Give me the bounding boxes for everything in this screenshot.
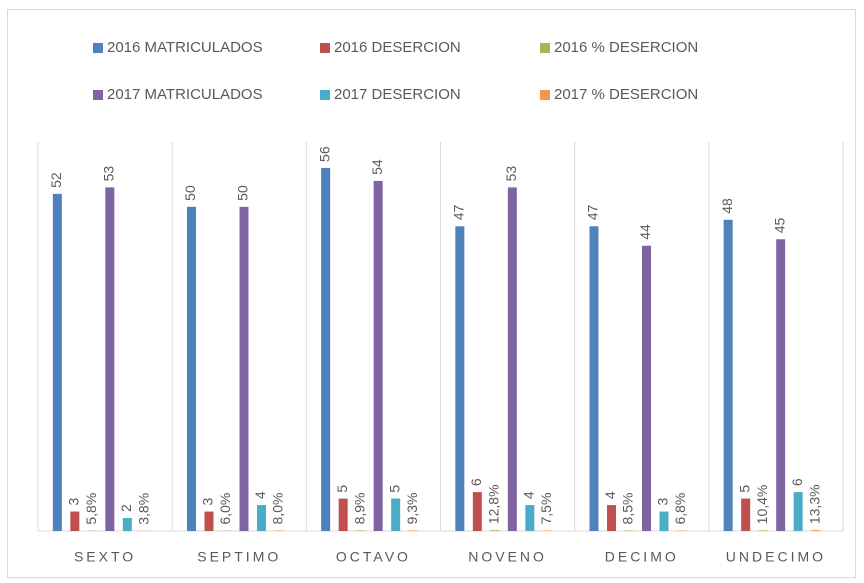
data-label: 6,8% <box>672 493 688 525</box>
data-label: 47 <box>451 204 467 220</box>
data-label: 47 <box>585 204 601 220</box>
data-label: 8,0% <box>270 493 286 525</box>
bar <box>321 167 331 531</box>
x-tick-label: SEXTO <box>74 549 136 565</box>
data-label: 10,4% <box>754 485 770 525</box>
data-label: 12,8% <box>486 484 502 524</box>
data-label: 8,5% <box>620 493 636 525</box>
data-label: 4 <box>252 491 268 499</box>
data-label: 2 <box>118 504 134 512</box>
bar <box>239 206 249 532</box>
x-tick-label: DECIMO <box>605 549 679 565</box>
x-tick-label: OCTAVO <box>336 549 411 565</box>
x-tick-label: SEPTIMO <box>197 549 281 565</box>
data-label: 9,3% <box>404 492 420 524</box>
chart-frame <box>7 9 856 578</box>
data-label: 7,5% <box>538 493 554 525</box>
bar <box>373 180 383 531</box>
data-label: 8,9% <box>351 493 367 525</box>
data-label: 52 <box>48 172 64 188</box>
bar <box>811 530 821 531</box>
data-label: 53 <box>503 166 519 182</box>
data-label: 48 <box>719 198 735 214</box>
bar <box>187 206 196 532</box>
legend-swatch <box>540 43 550 53</box>
data-label: 6 <box>468 478 484 486</box>
bar <box>793 492 803 531</box>
legend-label: 2017 MATRICULADOS <box>107 86 263 103</box>
legend-swatch <box>540 90 550 100</box>
data-label: 56 <box>316 146 332 162</box>
data-label: 3 <box>655 498 671 506</box>
bar <box>408 530 418 531</box>
legend-label: 2017 DESERCION <box>334 86 461 103</box>
data-label: 3,8% <box>136 493 152 525</box>
legend-label: 2017 % DESERCION <box>554 86 698 103</box>
data-label: 50 <box>182 185 198 201</box>
bar <box>122 518 132 531</box>
data-label: 6 <box>789 478 805 486</box>
data-label: 54 <box>369 159 385 175</box>
data-label: 44 <box>637 224 653 240</box>
legend-swatch <box>93 90 103 100</box>
data-label: 5 <box>386 485 402 493</box>
legend-label: 2016 DESERCION <box>334 39 461 56</box>
x-tick-label: NOVENO <box>468 549 547 565</box>
legend-swatch <box>320 43 330 53</box>
x-tick-label: UNDECIMO <box>726 549 826 565</box>
bar <box>356 530 366 531</box>
bar <box>105 187 115 531</box>
bar <box>455 226 465 532</box>
data-label: 5 <box>736 485 752 493</box>
data-label: 13,3% <box>806 484 822 524</box>
data-label: 6,0% <box>217 493 233 525</box>
bar <box>659 511 669 531</box>
data-label: 5,8% <box>83 493 99 525</box>
bar <box>257 505 266 531</box>
bar <box>776 239 786 531</box>
legend-swatch <box>93 43 103 53</box>
bar <box>338 498 348 531</box>
bar <box>507 187 517 531</box>
bar <box>642 245 651 531</box>
legend-swatch <box>320 90 330 100</box>
legend-label: 2016 MATRICULADOS <box>107 39 263 56</box>
bar <box>52 193 62 531</box>
bar <box>70 511 80 531</box>
bar <box>741 498 751 531</box>
bar <box>274 530 284 531</box>
data-label: 3 <box>66 498 82 506</box>
data-label: 53 <box>101 166 117 182</box>
data-label: 4 <box>602 491 618 499</box>
bar <box>624 530 634 531</box>
bar <box>589 226 599 532</box>
bar <box>607 505 616 531</box>
data-label: 45 <box>771 217 787 233</box>
data-label: 50 <box>235 185 251 201</box>
data-label: 5 <box>334 485 350 493</box>
bar <box>472 492 482 531</box>
data-label: 3 <box>200 498 216 506</box>
bar <box>490 530 500 531</box>
bar <box>758 530 768 531</box>
bar <box>525 505 535 531</box>
bar <box>204 511 214 531</box>
legend-label: 2016 % DESERCION <box>554 39 698 56</box>
bar <box>723 219 733 532</box>
data-label: 4 <box>521 491 537 499</box>
bar <box>391 498 401 531</box>
